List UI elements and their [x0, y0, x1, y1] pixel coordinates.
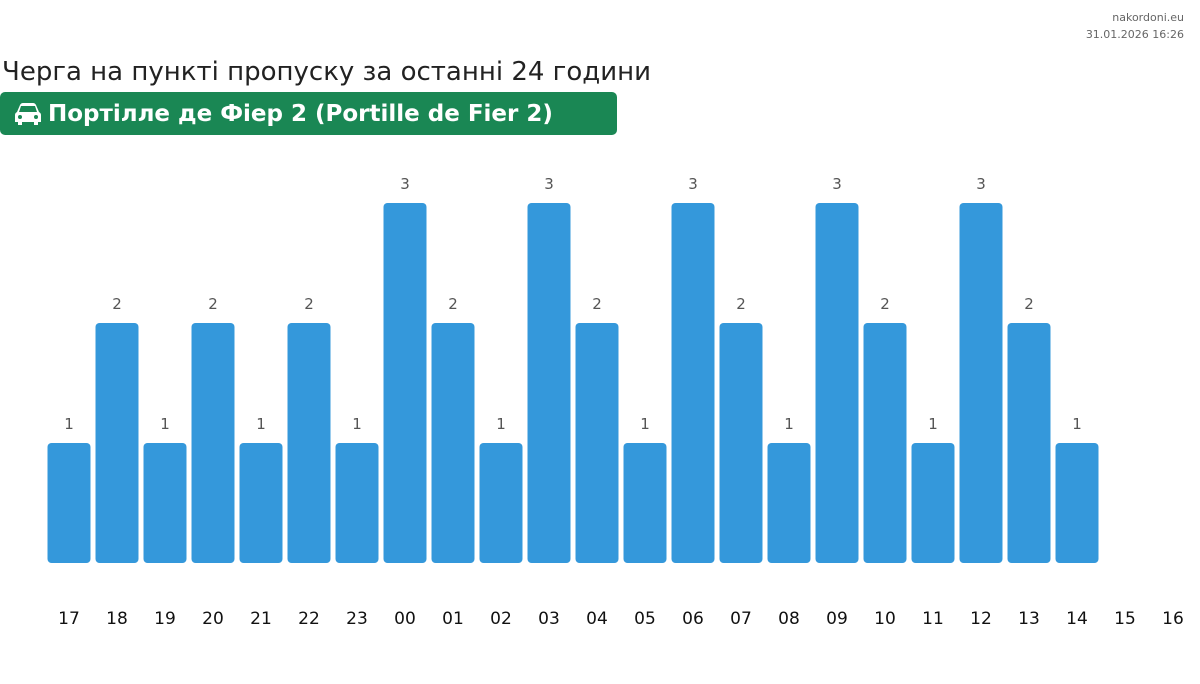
data-label-06: 3 [688, 175, 698, 193]
bar-14 [1055, 443, 1099, 563]
timestamp: 31.01.2026 16:26 [1085, 28, 1184, 41]
data-label-13: 2 [1024, 295, 1034, 313]
data-label-21: 1 [256, 415, 266, 433]
data-label-00: 3 [400, 175, 410, 193]
car-icon [15, 102, 41, 125]
data-label-22: 2 [304, 295, 314, 313]
x-tick-label: 11 [922, 609, 944, 629]
bar-13 [1007, 323, 1051, 563]
x-tick-label: 06 [682, 609, 704, 629]
bar-17 [47, 443, 91, 563]
checkpoint-badge: Портілле де Фіер 2 (Portille de Fier 2) [0, 92, 617, 135]
data-label-23: 1 [352, 415, 362, 433]
bar-23 [335, 443, 379, 563]
checkpoint-name: Портілле де Фіер 2 (Portille de Fier 2) [48, 100, 553, 127]
data-label-08: 1 [784, 415, 794, 433]
data-label-04: 2 [592, 295, 602, 313]
data-label-18: 2 [112, 295, 122, 313]
x-tick-label: 23 [346, 609, 368, 629]
x-tick-label: 10 [874, 609, 896, 629]
bar-04 [575, 323, 619, 563]
data-label-17: 1 [64, 415, 74, 433]
x-tick-label: 19 [154, 609, 176, 629]
data-label-19: 1 [160, 415, 170, 433]
bar-05 [623, 443, 667, 563]
bar-07 [719, 323, 763, 563]
x-tick-label: 04 [586, 609, 608, 629]
x-tick-label: 02 [490, 609, 512, 629]
site-info: nakordoni.eu 31.01.2026 16:26 [1086, 9, 1184, 43]
bar-19 [143, 443, 187, 563]
x-tick-label: 18 [106, 609, 128, 629]
data-label-20: 2 [208, 295, 218, 313]
data-label-01: 2 [448, 295, 458, 313]
bar-12 [959, 203, 1003, 563]
bar-01 [431, 323, 475, 563]
page-title: Черга на пункті пропуску за останні 24 г… [2, 57, 652, 87]
x-tick-label: 20 [202, 609, 224, 629]
bar-18 [95, 323, 139, 563]
bar-06 [671, 203, 715, 563]
bar-20 [191, 323, 235, 563]
data-label-09: 3 [832, 175, 842, 193]
data-label-11: 1 [928, 415, 938, 433]
bar-22 [287, 323, 331, 563]
x-tick-label: 01 [442, 609, 464, 629]
bar-03 [527, 203, 571, 563]
data-label-07: 2 [736, 295, 746, 313]
x-tick-label: 05 [634, 609, 656, 629]
x-tick-label: 16 [1162, 609, 1184, 629]
x-tick-label: 22 [298, 609, 320, 629]
x-tick-label: 00 [394, 609, 416, 629]
x-tick-label: 09 [826, 609, 848, 629]
data-label-03: 3 [544, 175, 554, 193]
data-label-12: 3 [976, 175, 986, 193]
data-label-02: 1 [496, 415, 506, 433]
data-label-05: 1 [640, 415, 650, 433]
bar-21 [239, 443, 283, 563]
bar-08 [767, 443, 811, 563]
site-name: nakordoni.eu [1112, 11, 1184, 24]
bar-10 [863, 323, 907, 563]
bar-00 [383, 203, 427, 563]
data-label-14: 1 [1072, 415, 1082, 433]
data-label-10: 2 [880, 295, 890, 313]
x-tick-label: 15 [1114, 609, 1136, 629]
x-tick-label: 13 [1018, 609, 1040, 629]
x-tick-label: 17 [58, 609, 80, 629]
x-tick-label: 08 [778, 609, 800, 629]
bar-02 [479, 443, 523, 563]
bar-09 [815, 203, 859, 563]
x-tick-label: 21 [250, 609, 272, 629]
x-tick-label: 07 [730, 609, 752, 629]
bar-11 [911, 443, 955, 563]
x-tick-label: 12 [970, 609, 992, 629]
x-tick-label: 14 [1066, 609, 1088, 629]
x-tick-label: 03 [538, 609, 560, 629]
